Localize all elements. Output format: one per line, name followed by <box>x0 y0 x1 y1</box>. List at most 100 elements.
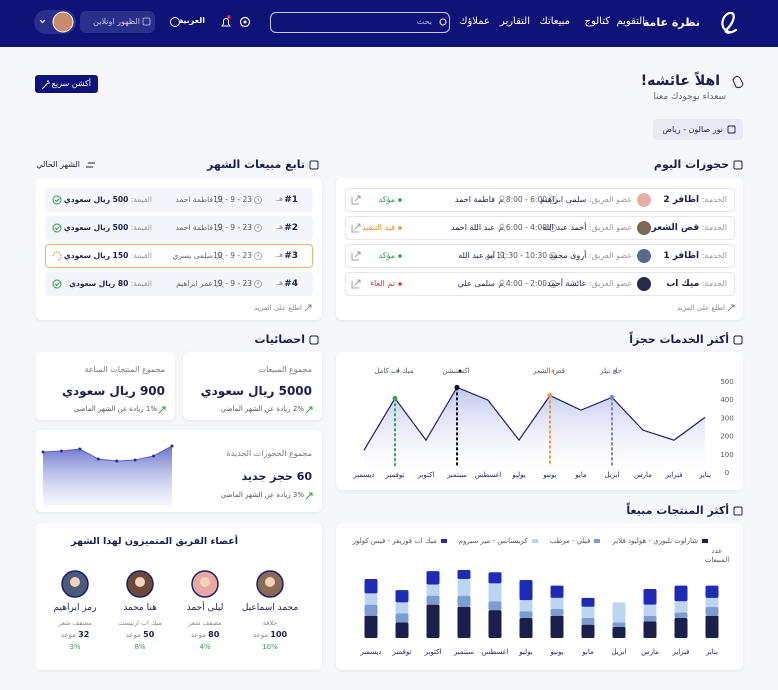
service-label: الخدمة: <box>701 195 727 204</box>
booking-service: الخدمة: قص الشعر <box>652 224 727 233</box>
booking-row[interactable] <box>345 272 735 296</box>
legend-label: شارلوت تلبوري - هوليود فلاير <box>612 537 698 545</box>
wave-icon <box>732 75 744 89</box>
section-icon <box>733 160 743 170</box>
stat-value: 5000 ريال سعودي <box>200 384 312 398</box>
booking-member: عضو الفريق: أروى محمد <box>549 252 632 260</box>
card <box>183 352 322 420</box>
booking-row[interactable] <box>345 188 735 212</box>
appointment-count: 100 <box>270 630 288 639</box>
sale-id: #2 <box>284 223 298 233</box>
card <box>336 352 743 490</box>
stat-change: 1% زيادة عن الشهر الماضي <box>73 405 157 413</box>
section-title: حجوزات اليوم <box>653 158 729 171</box>
booking-member: عضو الفريق: سلمى ابراهيم <box>540 196 632 204</box>
value-label: القيمة: <box>130 279 152 288</box>
booking-time: 4:00 - 6:00 م <box>498 223 547 232</box>
service-name: اظافر 2 <box>663 195 700 205</box>
booking-client: سلمى علي <box>457 279 495 288</box>
nav-item[interactable]: مبيعاتك <box>539 16 570 27</box>
booking-row[interactable] <box>345 216 735 240</box>
member-role: ميك اب ارتيست <box>118 619 162 627</box>
booking-client: آية عبد الله <box>458 251 495 260</box>
period-filter[interactable]: الشهر الحالي <box>36 160 80 169</box>
stat-value: 900 ريال سعودي <box>61 384 165 398</box>
legend: شارلوت تلبوري - هوليود فلاير فيلي - مرطب ك… <box>353 537 708 545</box>
online-pill[interactable] <box>80 11 155 33</box>
member-role: حلاقة <box>262 619 278 627</box>
see-more[interactable]: اطلع على المزيد <box>677 304 725 312</box>
section-icon <box>733 335 743 345</box>
see-more[interactable]: اطلع على المزيد <box>254 304 302 312</box>
section-title: أكثر الخدمات حجزاً <box>629 333 729 346</box>
sale-id: #3 <box>284 251 298 261</box>
branch: نور صالون - رياض <box>662 125 723 134</box>
sale-row[interactable] <box>45 216 313 240</box>
member-name: هنا محمد <box>123 603 157 613</box>
section-icon <box>309 160 319 170</box>
legend-swatch <box>702 539 708 543</box>
booking-status: مؤكد <box>378 195 395 204</box>
legend-swatch <box>440 539 447 543</box>
member-share: 10% <box>262 643 278 651</box>
legend-item: ميك اب فوريفر - فيس كولوز <box>353 537 447 545</box>
member-label: عضو الفريق: <box>588 279 632 288</box>
member-appointments: 80 موعد <box>145 631 265 639</box>
card <box>336 523 743 670</box>
sale-client: سلمى يسري <box>172 251 213 260</box>
nav-item[interactable]: التقويم <box>616 16 645 27</box>
language[interactable]: العربية <box>178 16 205 25</box>
sale-date: 23 - 9 - 10 <box>213 251 252 260</box>
member-share: 8% <box>134 643 146 651</box>
member-name: رمز ابراهيم <box>53 603 97 613</box>
booking-status: مؤكد <box>378 251 395 260</box>
member-share: 4% <box>199 643 211 651</box>
sale-prefix: هـ. <box>275 223 283 231</box>
member-name: محمد اسماعيل <box>241 603 299 613</box>
member-label: عضو الفريق: <box>588 195 632 204</box>
appointment-count: 80 <box>208 630 220 639</box>
section-title: تابع مبيعات الشهر <box>207 158 305 171</box>
legend-label: فيلي - مرطب <box>549 537 591 545</box>
branch-selector[interactable] <box>653 119 743 140</box>
nav-item[interactable]: نظرة عامة <box>642 16 700 29</box>
nav-item[interactable]: كتالوج <box>584 16 611 27</box>
legend-swatch <box>594 539 601 543</box>
sale-value: القيمة: 150 ريال سعودي <box>64 252 152 260</box>
nav-item[interactable]: التقارير <box>499 16 530 27</box>
member-role: مصفف شعر <box>58 619 92 627</box>
search-placeholder: بحث <box>416 17 432 26</box>
booking-status: قيد التنفيذ <box>361 223 395 232</box>
sale-row[interactable] <box>45 244 313 268</box>
booking-row[interactable] <box>345 244 735 268</box>
sale-row[interactable] <box>45 188 313 212</box>
member-name: ليلى أحمد <box>186 603 224 613</box>
sale-prefix: هـ. <box>275 279 283 287</box>
quick-action-button[interactable] <box>35 75 98 93</box>
sale-client: فاطمة احمد <box>175 195 213 204</box>
booking-service: الخدمة: اظافر 2 <box>663 196 727 205</box>
sale-value: القيمة: 80 ريال سعودي <box>69 280 152 288</box>
sale-row[interactable] <box>45 272 313 296</box>
legend-item: فيلي - مرطب <box>550 537 601 545</box>
greeting: اهلاً عائشه! <box>640 73 720 89</box>
sale-id: #4 <box>284 279 298 289</box>
section-title: أكثر المنتجات مبيعاً <box>626 504 729 517</box>
stat-value: 60 حجز جديد <box>241 470 312 483</box>
y-axis-label: عدد المبيعات <box>704 547 730 565</box>
quick-action-label: أكشن سريع <box>51 79 91 88</box>
subtitle: سعداء بوجودك معنا <box>653 92 726 102</box>
sale-value: القيمة: 500 ريال سعودي <box>64 224 152 232</box>
sale-client: عمر ابراهيم <box>176 279 213 288</box>
member-appointments: 32 موعد <box>15 631 135 639</box>
booking-time: 6:00 - 8:00 م <box>498 195 547 204</box>
stat-change: 2% زيادة عن الشهر الماضي <box>220 405 304 413</box>
profile-pill[interactable] <box>34 10 76 34</box>
appointment-unit: موعد <box>252 631 269 639</box>
search-box[interactable] <box>270 12 450 33</box>
sale-id: #1 <box>284 195 298 205</box>
appointment-count: 32 <box>78 630 90 639</box>
nav-item[interactable]: عملاؤك <box>459 16 490 27</box>
booking-client: عبد الله احمد <box>450 223 495 232</box>
